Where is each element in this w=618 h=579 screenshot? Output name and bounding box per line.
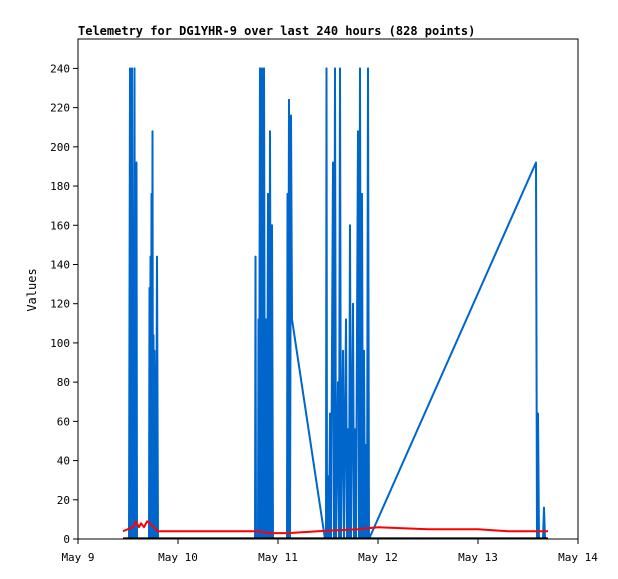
y-tick-label: 240 bbox=[50, 62, 70, 75]
x-tick-label: May 11 bbox=[258, 551, 298, 564]
x-tick-label: May 9 bbox=[61, 551, 94, 564]
y-tick-label: 220 bbox=[50, 102, 70, 115]
y-tick-label: 140 bbox=[50, 258, 70, 271]
y-tick-label: 100 bbox=[50, 337, 70, 350]
y-tick-label: 200 bbox=[50, 141, 70, 154]
x-tick-label: May 10 bbox=[158, 551, 198, 564]
plot-frame bbox=[77, 38, 579, 540]
series-line-1 bbox=[122, 520, 548, 535]
chart-title: Telemetry for DG1YHR-9 over last 240 hou… bbox=[78, 24, 475, 38]
series-layer bbox=[122, 67, 548, 539]
x-tick-label: May 12 bbox=[358, 551, 398, 564]
y-tick-label: 160 bbox=[50, 219, 70, 232]
y-axis-label: Values bbox=[25, 268, 39, 311]
y-tick-label: 20 bbox=[57, 494, 70, 507]
x-tick-label: May 14 bbox=[558, 551, 598, 564]
y-tick-label: 180 bbox=[50, 180, 70, 193]
x-tick-label: May 13 bbox=[458, 551, 498, 564]
y-tick-label: 80 bbox=[57, 376, 70, 389]
y-tick-label: 40 bbox=[57, 455, 70, 468]
axis-layer: 0 20 40 60 80 100 120 140 160 180 200 220 240 May 9 Ma… bbox=[50, 62, 598, 564]
y-tick-label: 120 bbox=[50, 298, 70, 311]
y-tick-label: 0 bbox=[63, 533, 70, 546]
series-line-0 bbox=[128, 67, 546, 539]
y-tick-label: 60 bbox=[57, 415, 70, 428]
